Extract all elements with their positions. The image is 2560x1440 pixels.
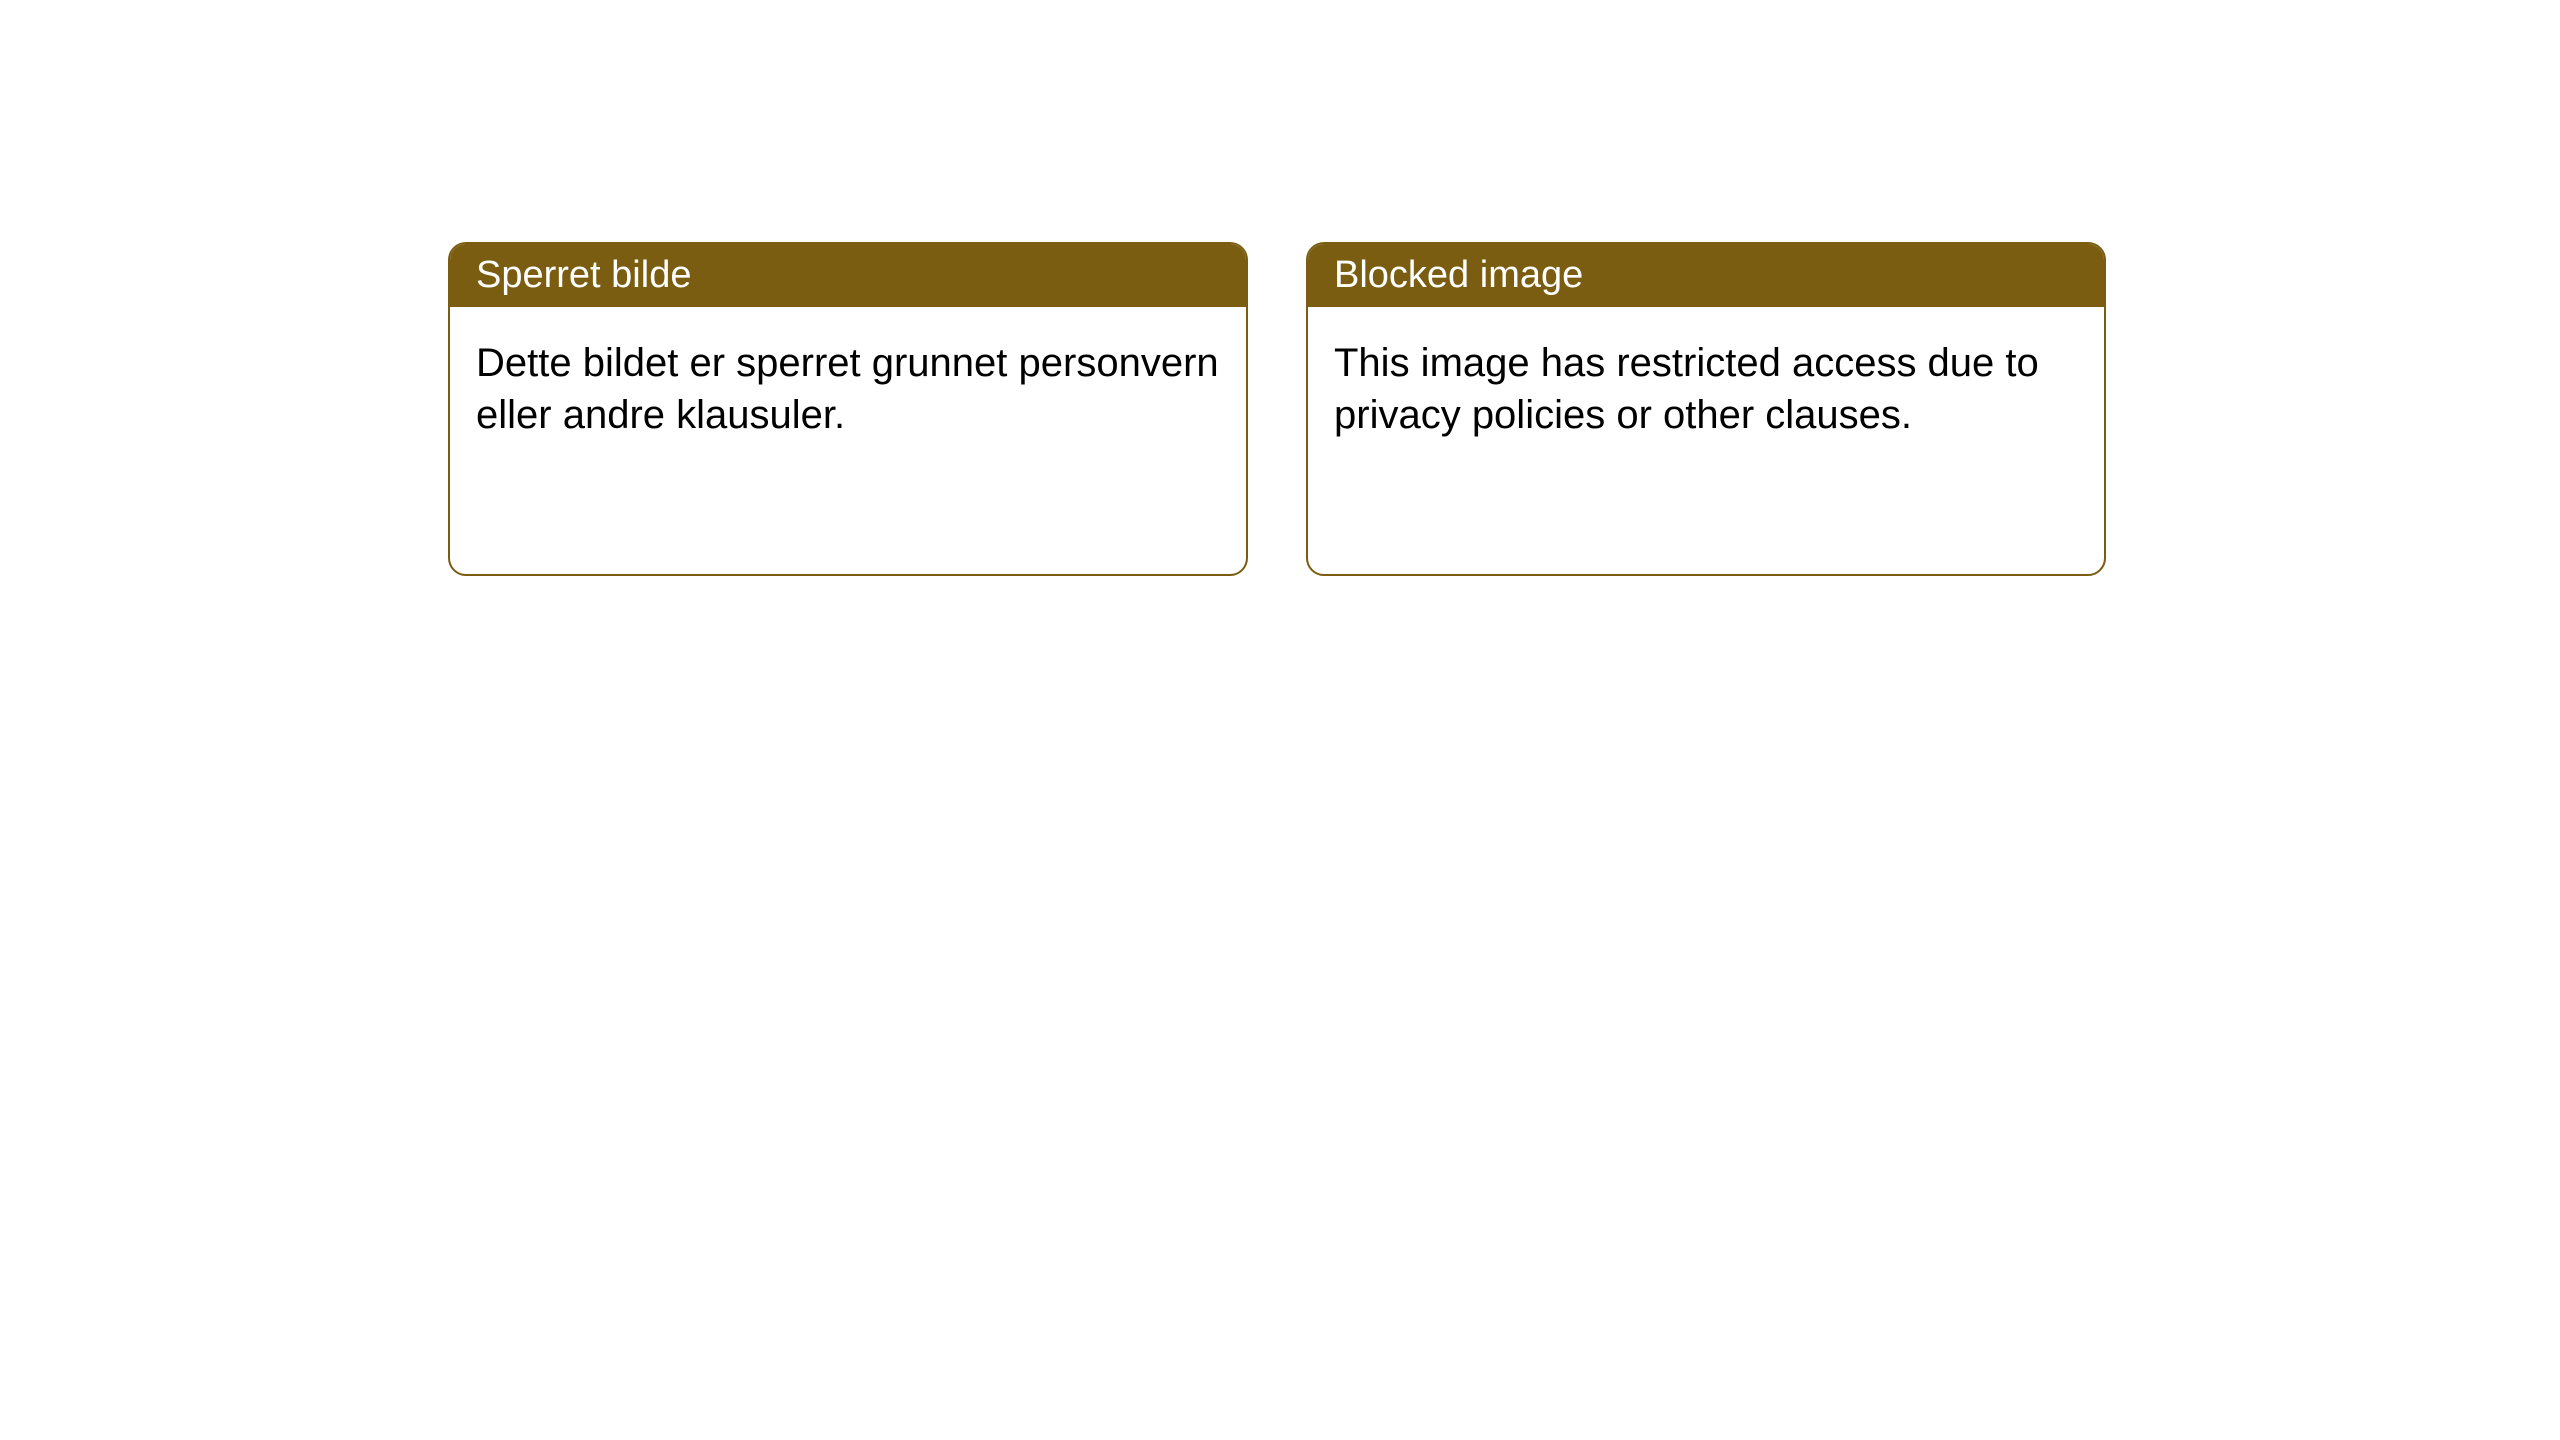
notice-card-english: Blocked image This image has restricted … [1306, 242, 2106, 576]
notice-title: Blocked image [1334, 254, 1583, 296]
notice-header: Sperret bilde [450, 244, 1246, 307]
notice-body-text: Dette bildet er sperret grunnet personve… [476, 341, 1219, 437]
notice-container: Sperret bilde Dette bildet er sperret gr… [0, 0, 2560, 576]
notice-body: Dette bildet er sperret grunnet personve… [450, 307, 1246, 471]
notice-card-norwegian: Sperret bilde Dette bildet er sperret gr… [448, 242, 1248, 576]
notice-body: This image has restricted access due to … [1308, 307, 2104, 471]
notice-header: Blocked image [1308, 244, 2104, 307]
notice-title: Sperret bilde [476, 254, 691, 296]
notice-body-text: This image has restricted access due to … [1334, 341, 2039, 437]
